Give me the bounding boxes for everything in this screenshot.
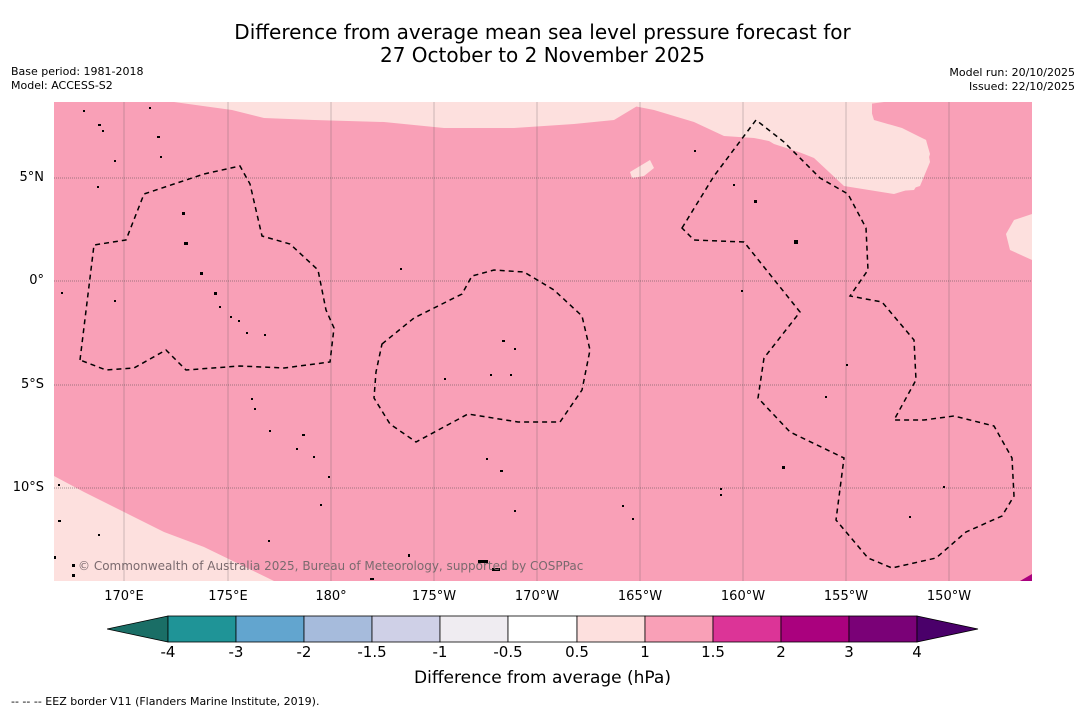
map-copyright: © Commonwealth of Australia 2025, Bureau… (78, 559, 583, 573)
anomaly-area-east (1006, 214, 1032, 260)
eez-border-west (79, 165, 335, 371)
colorbar-bin (439, 615, 509, 643)
colorbar-bin (235, 615, 305, 643)
lon-label-180: 180° (315, 589, 347, 604)
colorbar-extend-high (916, 615, 979, 643)
lon-label-165w: 165°W (617, 589, 663, 604)
eez-borders (79, 118, 1015, 569)
colorbar-bin (371, 615, 441, 643)
anomaly-area-top-left (174, 102, 644, 128)
title-line-2: 27 October to 2 November 2025 (379, 43, 706, 67)
colorbar-bin (644, 615, 714, 643)
colorbar-tick: 1 (640, 643, 650, 661)
latitude-lines (54, 177, 1032, 489)
colorbar-bin (507, 615, 578, 643)
colorbar-tick: -2 (296, 643, 312, 661)
colorbar-bin (303, 615, 373, 643)
colorbar-tick: -1.5 (357, 643, 387, 661)
lat-label-10s: 10°S (12, 480, 44, 495)
colorbar-bin (712, 615, 782, 643)
model-name: Model: ACCESS-S2 (11, 79, 113, 92)
colorbar-bin (848, 615, 918, 643)
lon-label-175e: 175°E (208, 589, 248, 604)
colorbar-tick: -3 (228, 643, 244, 661)
map-title: Difference from average mean sea level p… (0, 21, 1085, 67)
lat-label-5n: 5°N (19, 170, 45, 185)
colorbar-tick: -4 (160, 643, 176, 661)
anomaly-area-north (614, 102, 930, 194)
meta-right: Model run: 20/10/2025 Issued: 22/10/2025 (949, 66, 1075, 94)
lon-label-160w: 160°W (720, 589, 766, 604)
eez-border-east (681, 118, 1015, 569)
colorbar-tick: 2 (776, 643, 786, 661)
colorbar (107, 615, 979, 643)
islands (54, 107, 945, 580)
title-line-1: Difference from average mean sea level p… (234, 20, 851, 44)
lon-label-150w: 150°W (926, 589, 972, 604)
colorbar-bin (780, 615, 850, 643)
colorbar-title: Difference from average (hPa) (414, 668, 671, 688)
colorbar-tick: 3 (844, 643, 854, 661)
colorbar-tick: 1.5 (701, 643, 725, 661)
issued-date: Issued: 22/10/2025 (968, 80, 1075, 93)
graticule (123, 102, 950, 581)
colorbar-bin (576, 615, 646, 643)
anomaly-area-southwest (54, 476, 274, 581)
colorbar-tick: 0.5 (565, 643, 589, 661)
lat-label-0: 0° (29, 273, 44, 288)
anomaly-map: © Commonwealth of Australia 2025, Bureau… (54, 102, 1032, 581)
colorbar-tick: -0.5 (493, 643, 523, 661)
colorbar-tick: -1 (432, 643, 448, 661)
lon-label-155w: 155°W (823, 589, 869, 604)
base-period: Base period: 1981-2018 (11, 65, 144, 78)
lon-label-170e: 170°E (104, 589, 144, 604)
colorbar-tick: 4 (912, 643, 922, 661)
model-run: Model run: 20/10/2025 (949, 66, 1075, 79)
eez-legend-footer: -- -- -- EEZ border V11 (Flanders Marine… (11, 695, 320, 708)
lon-label-175w: 175°W (411, 589, 457, 604)
colorbar-bin (167, 615, 237, 643)
anomaly-patch-high (1020, 574, 1032, 581)
meta-left: Base period: 1981-2018 Model: ACCESS-S2 (11, 65, 143, 93)
lat-label-5s: 5°S (20, 377, 44, 392)
colorbar-extend-low (107, 615, 169, 643)
eez-border-central (373, 269, 591, 443)
lon-label-170w: 170°W (514, 589, 560, 604)
anomaly-patch (630, 160, 654, 178)
